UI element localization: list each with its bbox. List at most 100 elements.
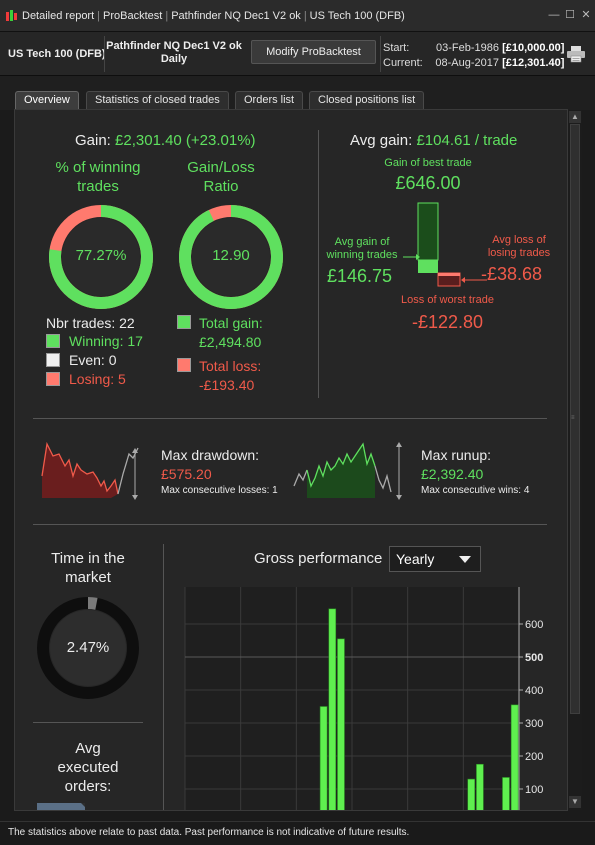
winning-count: Winning: 17 [69,333,143,349]
vertical-scrollbar[interactable]: ▲ ≡ ▼ [568,110,582,810]
tab-orders-list[interactable]: Orders list [235,91,304,109]
worst-trade-value: -£122.80 [411,312,484,332]
winning-donut-arc [49,205,153,309]
gain-value: £2,301.40 (+23.01%) [115,132,256,149]
window-titlebar: Detailed report | ProBacktest | Pathfinder N… [0,0,595,32]
tab-overview[interactable]: Overview [15,91,79,109]
printer-icon[interactable] [566,45,586,63]
gain-summary: Gain: £2,301.40 (+23.01%) [75,132,256,149]
gain-loss-title-line1: Gain/Loss [187,159,255,176]
report-header: US Tech 100 (DFB) Pathfinder NQ Dec1 V2 … [0,32,595,76]
title-part-instrument: US Tech 100 (DFB) [309,10,405,22]
avg-gain-summary: Avg gain: £104.61 / trade [350,132,517,149]
avg-gain-value: £104.61 / trade [416,132,518,149]
y-tick-label: 100 [525,784,543,796]
y-tick-label: 500 [525,652,543,664]
best-trade-value: £646.00 [395,173,461,193]
max-runup-label: Max runup: [421,447,492,463]
even-legend-swatch [46,353,60,367]
max-runup-value: £2,392.40 [421,466,484,482]
total-gain-swatch [177,315,191,329]
time-in-market-title: Time in the market [33,549,143,587]
avg-winning-label-line2: winning trades [326,249,398,261]
current-label: Current: [383,57,423,69]
time-in-market-title-line2: market [65,569,111,586]
title-part-report: Detailed report [22,10,95,22]
chart-bar[interactable] [319,706,328,812]
chart-bar[interactable] [502,777,510,811]
period-dropdown-value: Yearly [396,551,435,567]
avg-losing-value: -£38.68 [481,264,543,284]
backtest-dates: Start: 03-Feb-1986 [£10,000.00] Current: 0… [383,41,564,71]
title-part-probacktest: ProBacktest [103,10,163,22]
modify-probacktest-button[interactable]: Modify ProBacktest [251,40,376,64]
losing-legend-swatch [46,372,60,386]
current-date: 08-Aug-2017 [435,57,499,69]
current-capital: [£12,301.40] [502,57,565,69]
even-count: Even: 0 [69,352,117,368]
divider-3 [33,722,143,723]
scroll-up-button[interactable]: ▲ [569,111,581,123]
chart-bar[interactable] [510,704,519,811]
avg-gain-label: Avg gain: [350,132,413,149]
winning-pct-title-line1: % of winning [55,159,141,176]
window-title: Detailed report | ProBacktest | Pathfinder N… [22,10,405,22]
maximize-button[interactable]: ☐ [565,9,575,21]
status-footer: The statistics above relate to past data… [0,821,595,845]
chevron-down-icon [459,556,471,563]
chart-bar[interactable] [337,638,345,811]
divider-1 [33,418,547,419]
winning-pct-title: % of winning trades [41,158,155,196]
strategy-title: Pathfinder NQ Dec1 V2 ok [106,40,242,52]
winning-legend-swatch [46,334,60,348]
start-label: Start: [383,42,410,54]
avg-executed-orders-line1: Avg [75,740,101,757]
avg-trade-diagram [403,202,487,287]
drawdown-sparkline [41,441,139,500]
close-button[interactable]: ✕ [581,9,591,21]
avg-winning-label: Avg gain of winning trades [325,236,399,262]
tab-statistics-closed-trades[interactable]: Statistics of closed trades [86,91,229,109]
section-divider [318,130,319,398]
total-loss-value: -£193.40 [199,377,255,393]
winning-pct-value: 77.27% [75,247,127,264]
divider-2 [33,524,547,525]
best-trade-label: Gain of best trade [384,157,472,169]
total-loss-swatch [177,358,191,372]
orders-document-icon [37,803,85,810]
chart-bar[interactable] [328,608,337,811]
scroll-thumb[interactable] [570,124,580,714]
max-drawdown-label: Max drawdown: [161,447,260,463]
time-in-market-title-line1: Time in the [51,550,125,567]
tab-closed-positions-list[interactable]: Closed positions list [309,91,425,109]
avg-executed-orders-title: Avg executed orders: [33,739,143,796]
overview-panel: Gain: £2,301.40 (+23.01%) % of winning t… [14,109,568,811]
max-consecutive-losses: Max consecutive losses: 1 [161,485,278,496]
gain-label: Gain: [75,132,111,149]
total-gain-label: Total gain: [199,315,263,331]
runup-sparkline [293,442,402,500]
chart-bar[interactable] [467,778,476,811]
title-part-strategy: Pathfinder NQ Dec1 V2 ok [171,10,301,22]
total-gain: Total gain: £2,494.80 [199,314,263,352]
y-tick-label: 400 [525,685,543,697]
disclaimer-note: The statistics above relate to past data… [8,827,410,838]
chart-bar[interactable] [476,763,484,811]
gross-performance-title: Gross performance [254,550,383,567]
period-dropdown[interactable]: Yearly [389,546,481,572]
y-tick-label: 600 [525,619,543,631]
time-in-market-value: 2.47% [66,639,110,656]
scroll-down-button[interactable]: ▼ [569,796,581,808]
time-donut-arc [37,597,139,699]
worst-trade-label: Loss of worst trade [401,294,494,306]
minimize-button[interactable]: — [548,9,560,21]
max-drawdown-value: £575.20 [161,466,212,482]
scroll-grip-icon: ≡ [571,415,575,421]
start-capital: [£10,000.00] [502,42,565,54]
max-consecutive-wins: Max consecutive wins: 4 [421,485,530,496]
app-logo-icon [6,10,17,21]
avg-winning-value: £146.75 [327,266,393,286]
avg-executed-orders-line3: orders: [64,778,112,795]
gross-performance-chart: 600 500 400 300 200 100 [184,587,543,812]
avg-losing-label-line2: losing trades [487,247,551,259]
